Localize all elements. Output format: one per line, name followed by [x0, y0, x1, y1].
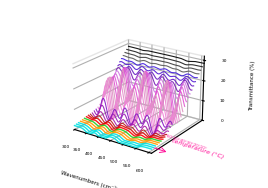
X-axis label: Wavenumbers (cm⁻¹): Wavenumbers (cm⁻¹) — [60, 170, 118, 188]
Text: temperature (°C): temperature (°C) — [171, 138, 224, 160]
Text: 80°70°60°50°40°30°20°10°: 80°70°60°50°40°30°20°10° — [153, 130, 207, 151]
